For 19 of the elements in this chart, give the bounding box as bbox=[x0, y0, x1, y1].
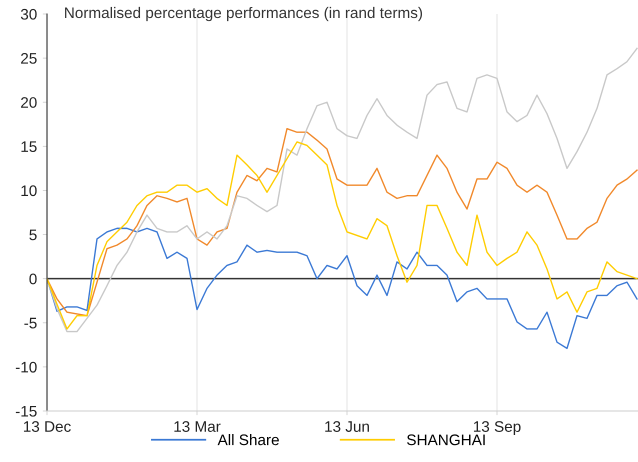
x-tick-label: 13 Dec bbox=[24, 421, 71, 432]
y-tick-label: 20 bbox=[21, 97, 37, 108]
x-tick-label: 13 Sep bbox=[474, 421, 521, 435]
legend-label: SHANGHAI bbox=[407, 434, 485, 446]
chart-title: Normalised percentage performances (in rand terms) bbox=[65, 6, 422, 22]
x-tick-label: 13 Mar bbox=[174, 421, 221, 432]
line-series bbox=[47, 228, 638, 350]
y-tick-label: 15 bbox=[21, 141, 37, 152]
legend-label: All Share bbox=[218, 434, 279, 446]
y-tick-label: 5 bbox=[29, 230, 37, 240]
y-tick-label: 0 bbox=[29, 274, 37, 284]
y-tick-label: -5 bbox=[24, 318, 37, 328]
y-tick-label: -15 bbox=[16, 406, 37, 417]
y-tick-label: -10 bbox=[16, 362, 37, 373]
y-tick-label: 30 bbox=[20, 8, 37, 20]
y-tick-label: 10 bbox=[21, 185, 37, 196]
x-tick-label: 13 Jun bbox=[325, 421, 369, 432]
y-tick-label: 25 bbox=[21, 52, 37, 64]
line-series bbox=[47, 48, 638, 332]
